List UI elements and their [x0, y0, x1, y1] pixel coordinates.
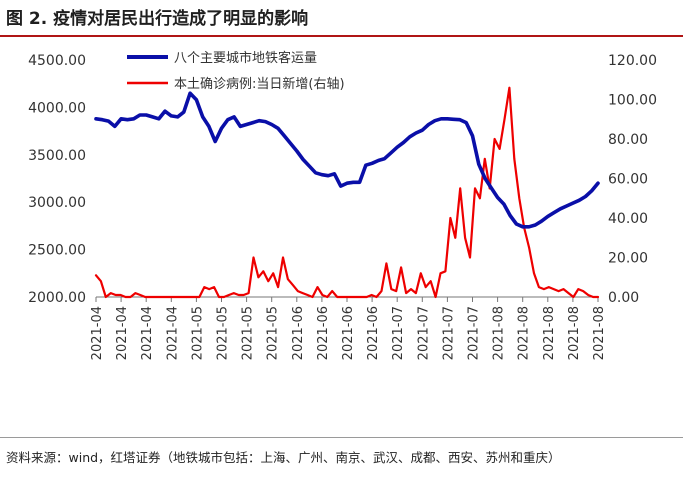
series-layer	[94, 86, 600, 299]
x-tick-label: 2021-06	[366, 306, 381, 360]
series-line-cases	[94, 86, 600, 299]
x-tick-label: 2021-07	[467, 306, 482, 360]
chart: 2000.00 2500.00 3000.00 3500.00 4000.00 4500.…	[28, 50, 657, 360]
y-right-tick-label: 80.00	[608, 132, 648, 148]
y-left-tick-label: 4500.00	[28, 53, 86, 69]
y-left-tick-label: 3000.00	[28, 195, 86, 211]
x-tick-label: 2021-04	[90, 306, 105, 360]
x-tick-label: 2021-08	[517, 306, 532, 360]
footer-rule	[0, 437, 683, 438]
title-rule	[0, 35, 683, 37]
y-right-tick-label: 0.00	[608, 290, 639, 306]
y-left-tick-label: 3500.00	[28, 148, 86, 164]
y-right-tick-label: 60.00	[608, 172, 648, 188]
y-left-tick-label: 2500.00	[28, 243, 86, 259]
legend-label-cases: 本土确诊病例:当日新增(右轴)	[174, 76, 345, 92]
y-left-axis: 2000.00 2500.00 3000.00 3500.00 4000.00 4500.…	[28, 53, 86, 306]
x-tick-label: 2021-06	[341, 306, 356, 360]
y-left-tick-label: 4000.00	[28, 100, 86, 116]
figure-title: 图 2. 疫情对居民出行造成了明显的影响	[6, 9, 309, 29]
x-tick-label: 2021-05	[216, 306, 231, 360]
x-tick-label: 2021-07	[441, 306, 456, 360]
x-tick-label: 2021-08	[592, 306, 607, 360]
x-tick-label: 2021-06	[316, 306, 331, 360]
x-tick-label: 2021-08	[542, 306, 557, 360]
x-tick-label: 2021-05	[190, 306, 205, 360]
x-tick-label: 2021-06	[291, 306, 306, 360]
y-right-tick-label: 100.00	[608, 93, 657, 109]
x-tick-label: 2021-05	[241, 306, 256, 360]
x-tick-label: 2021-04	[165, 306, 180, 360]
y-left-tick-label: 2000.00	[28, 290, 86, 306]
y-right-tick-label: 20.00	[608, 251, 648, 267]
x-axis: 2021-04 2021-04 2021-04 2021-04 2021-05 2021-…	[90, 297, 607, 360]
x-tick-label: 2021-04	[140, 306, 155, 360]
x-tick-label: 2021-05	[266, 306, 281, 360]
y-right-tick-label: 40.00	[608, 211, 648, 227]
x-tick-label: 2021-08	[492, 306, 507, 360]
legend: 八个主要城市地铁客运量 本土确诊病例:当日新增(右轴)	[127, 50, 345, 92]
x-tick-label: 2021-08	[567, 306, 582, 360]
x-tick-label: 2021-07	[416, 306, 431, 360]
series-line-metro	[94, 91, 600, 229]
source-note: 资料来源：wind，红塔证券（地铁城市包括：上海、广州、南京、武汉、成都、西安、…	[6, 450, 561, 465]
y-right-tick-label: 120.00	[608, 53, 657, 69]
legend-label-metro: 八个主要城市地铁客运量	[174, 50, 317, 66]
x-tick-label: 2021-07	[391, 306, 406, 360]
y-right-axis: 0.00 20.00 40.00 60.00 80.00 100.00 120.00	[608, 53, 657, 306]
x-tick-label: 2021-04	[115, 306, 130, 360]
